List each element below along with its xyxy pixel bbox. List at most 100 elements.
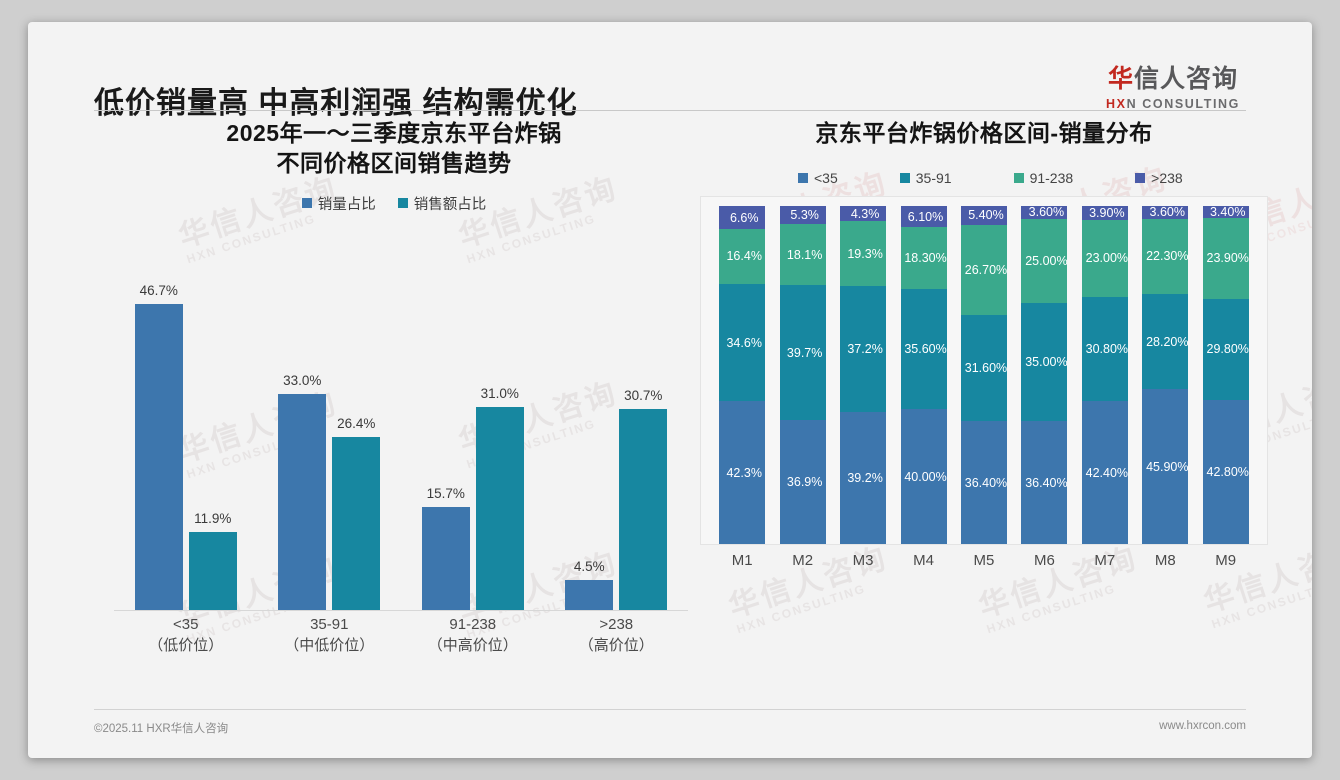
bar-rect	[188, 531, 237, 610]
stack-segment-M1-<35[interactable]: 42.3%	[719, 401, 766, 545]
bar->238-销售额占比[interactable]: 30.7%	[619, 236, 668, 610]
stack-segment-M6->238[interactable]: 3.60%	[1021, 206, 1068, 219]
segment-value-label: 40.00%	[904, 469, 947, 484]
segment-value-label: 35.00%	[1025, 355, 1068, 370]
stack-segment-M3->238[interactable]: 4.3%	[840, 206, 887, 221]
slide-page: 华信人咨询 HXN CONSULTING 华信人咨询 HXN CONSULTING华信…	[28, 22, 1312, 758]
stack-segment-M2-35-91[interactable]: 39.7%	[779, 285, 826, 420]
legend-swatch-icon	[1135, 173, 1146, 184]
stack-segment-M5-35-91[interactable]: 31.60%	[960, 314, 1007, 422]
stack-segment-M5-91-238[interactable]: 26.70%	[960, 224, 1007, 315]
chart-right-stacks: 6.6% 16.4% 34.6% 42.3% 5.3% 18.1% 39.7% 36.9% 4.…	[712, 206, 1256, 545]
stack-segment-M9-35-91[interactable]: 29.80%	[1202, 298, 1249, 400]
legend-label: >238	[1151, 170, 1183, 187]
x-label-sub: （低价位）	[148, 637, 224, 655]
stack-segment-M7-35-91[interactable]: 30.80%	[1081, 297, 1128, 402]
footer-divider	[94, 709, 1246, 710]
legend-label: 销售额占比	[413, 196, 487, 213]
stack-segment-M3-<35[interactable]: 39.2%	[840, 411, 887, 545]
stack-segment-M7-<35[interactable]: 42.40%	[1081, 401, 1128, 545]
bar-group-35-91: 33.0% 26.4%	[258, 236, 402, 610]
stack-segment-M2->238[interactable]: 5.3%	[779, 206, 826, 225]
legend-item-1[interactable]: 销量占比	[301, 193, 376, 214]
bar-group-91-238: 15.7% 31.0%	[401, 236, 545, 610]
stack-column-M3: 4.3% 19.3% 37.2% 39.2%	[833, 206, 893, 545]
stack-segment-M4-91-238[interactable]: 18.30%	[900, 226, 947, 289]
bar->238-销量占比[interactable]: 4.5%	[565, 236, 614, 610]
bar-35-91-销量占比[interactable]: 33.0%	[278, 236, 327, 610]
stack-segment-M7->238[interactable]: 3.90%	[1081, 206, 1128, 220]
stack-M9[interactable]: 3.40% 23.90% 29.80% 42.80%	[1202, 206, 1249, 545]
logo-en-hx: HX	[1106, 96, 1127, 111]
stack-M1[interactable]: 6.6% 16.4% 34.6% 42.3%	[719, 206, 766, 545]
x-label-sub: （中低价位）	[284, 637, 375, 655]
stack-segment-M1->238[interactable]: 6.6%	[719, 206, 766, 229]
stack-segment-M8-91-238[interactable]: 22.30%	[1142, 218, 1189, 294]
bar-value-label: 46.7%	[139, 283, 178, 299]
stack-segment-M1-91-238[interactable]: 16.4%	[719, 228, 766, 285]
x-axis-label-M7: M7	[1094, 552, 1116, 570]
segment-value-label: 37.2%	[847, 341, 883, 356]
bar-<35-销售额占比[interactable]: 11.9%	[188, 236, 237, 610]
legend-label: 91-238	[1029, 170, 1074, 187]
stack-column-M7: 3.90% 23.00% 30.80% 42.40%	[1075, 206, 1135, 545]
stack-segment-M2-91-238[interactable]: 18.1%	[779, 224, 826, 286]
chart-left-x-axis	[114, 609, 688, 611]
stack-segment-M6-35-91[interactable]: 35.00%	[1021, 303, 1068, 422]
segment-value-label: 26.70%	[964, 262, 1007, 277]
legend-item-35-91[interactable]: 35-91	[899, 170, 952, 186]
bar-<35-销量占比[interactable]: 46.7%	[134, 236, 183, 610]
bar-91-238-销量占比[interactable]: 15.7%	[421, 236, 470, 610]
segment-value-label: 22.30%	[1146, 249, 1189, 264]
bar-rect	[565, 580, 614, 610]
stack-M5[interactable]: 5.40% 26.70% 31.60% 36.40%	[960, 206, 1007, 545]
stack-segment-M4-35-91[interactable]: 35.60%	[900, 288, 947, 410]
bar-35-91-销售额占比[interactable]: 26.4%	[332, 236, 381, 610]
stack-segment-M8->238[interactable]: 3.60%	[1142, 206, 1189, 219]
bar-value-label: 26.4%	[337, 416, 376, 432]
stack-segment-M9-<35[interactable]: 42.80%	[1202, 399, 1249, 545]
segment-value-label: 29.80%	[1206, 342, 1249, 357]
stack-segment-M6-<35[interactable]: 36.40%	[1021, 421, 1068, 545]
stack-segment-M9->238[interactable]: 3.40%	[1202, 206, 1249, 218]
stack-segment-M8-35-91[interactable]: 28.20%	[1142, 293, 1189, 390]
x-label-sub: （高价位）	[578, 637, 654, 655]
legend-item-91-238[interactable]: 91-238	[1013, 170, 1074, 187]
stack-M3[interactable]: 4.3% 19.3% 37.2% 39.2%	[840, 206, 887, 545]
stack-M4[interactable]: 6.10% 18.30% 35.60% 40.00%	[900, 206, 947, 545]
x-axis-label-91-238: 91-238 （中高价位）	[401, 614, 545, 658]
segment-value-label: 19.3%	[847, 246, 883, 261]
legend-swatch-icon	[899, 173, 910, 184]
legend-item-<35[interactable]: <35	[798, 170, 838, 186]
segment-value-label: 36.40%	[964, 475, 1007, 490]
stack-segment-M1-35-91[interactable]: 34.6%	[719, 284, 766, 402]
segment-value-label: 18.1%	[786, 247, 823, 262]
chart-right-legend: <35 35-91 91-238 >238	[694, 170, 1274, 186]
stack-segment-M4-<35[interactable]: 40.00%	[900, 409, 947, 545]
segment-value-label: 5.3%	[790, 208, 819, 223]
stack-segment-M4->238[interactable]: 6.10%	[900, 206, 947, 227]
legend-label: 销量占比	[317, 196, 376, 213]
chart-right-x-labels: M1 M2 M3 M4 M5 M6 M7 M8 M9	[712, 552, 1256, 569]
legend-item-2[interactable]: 销售额占比	[397, 193, 487, 214]
stack-M2[interactable]: 5.3% 18.1% 39.7% 36.9%	[779, 206, 826, 545]
stack-segment-M7-91-238[interactable]: 23.00%	[1081, 219, 1128, 298]
stack-segment-M3-91-238[interactable]: 19.3%	[840, 220, 887, 287]
stack-segment-M5-<35[interactable]: 36.40%	[960, 421, 1007, 545]
stack-segment-M5->238[interactable]: 5.40%	[960, 206, 1007, 225]
bar-rect	[134, 304, 183, 610]
stack-column-M2: 5.3% 18.1% 39.7% 36.9%	[772, 206, 832, 545]
x-axis-label-<35: <35 （低价位）	[114, 614, 258, 658]
stack-M8[interactable]: 3.60% 22.30% 28.20% 45.90%	[1142, 206, 1189, 545]
stack-segment-M6-91-238[interactable]: 25.00%	[1021, 218, 1068, 304]
stack-M7[interactable]: 3.90% 23.00% 30.80% 42.40%	[1081, 206, 1128, 545]
bar-91-238-销售额占比[interactable]: 31.0%	[475, 236, 524, 610]
stack-segment-M8-<35[interactable]: 45.90%	[1142, 389, 1189, 545]
stack-segment-M2-<35[interactable]: 36.9%	[779, 419, 826, 545]
stack-M6[interactable]: 3.60% 25.00% 35.00% 36.40%	[1021, 206, 1068, 545]
legend-swatch-icon	[798, 173, 808, 184]
stack-segment-M3-35-91[interactable]: 37.2%	[840, 286, 887, 412]
x-axis-label-M3: M3	[852, 552, 874, 570]
legend-item->238[interactable]: >238	[1135, 170, 1183, 186]
stack-segment-M9-91-238[interactable]: 23.90%	[1202, 217, 1249, 299]
